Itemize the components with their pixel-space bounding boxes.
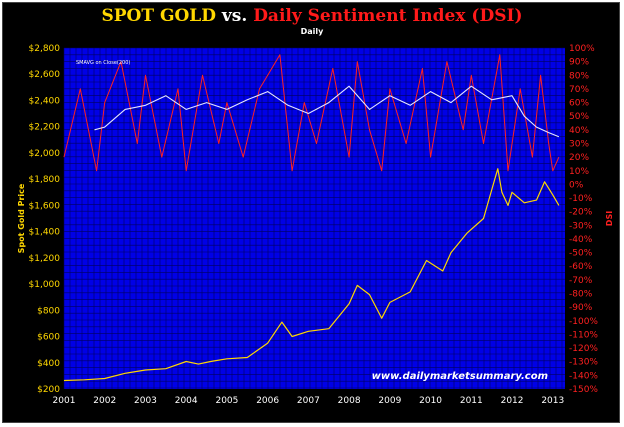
right-axis-ticks: -150% -140% -130% -120% -110% -100% -90% -80% -7… [569, 44, 598, 395]
right-tick-label: -20% [569, 208, 593, 218]
x-tick-label: 2009 [378, 396, 401, 406]
right-tick-label: -100% [569, 317, 598, 327]
left-tick-label: $2,600 [29, 70, 61, 80]
right-tick-label: -10% [569, 194, 593, 204]
left-tick-label: $1,400 [29, 228, 61, 238]
right-tick-label: -60% [569, 262, 593, 272]
x-tick-label: 2005 [215, 396, 238, 406]
chart-title: SPOT GOLD vs. Daily Sentiment Index (DSI… [0, 6, 624, 26]
right-tick-label: -50% [569, 249, 593, 259]
x-axis-ticks: 2001 2002 2003 2004 2005 2006 2007 2008 2009 2010… [53, 396, 565, 406]
x-tick-label: 2004 [175, 396, 198, 406]
sma-legend-label: SMAVG on Close(200) [76, 60, 130, 66]
right-tick-label: 60% [569, 99, 589, 109]
title-vs: vs. [221, 6, 254, 26]
x-tick-label: 2012 [501, 396, 524, 406]
left-tick-label: $400 [37, 359, 60, 369]
right-tick-label: 40% [569, 126, 589, 136]
left-tick-label: $1,600 [29, 201, 61, 211]
right-tick-label: -150% [569, 385, 598, 395]
title-dsi: Daily Sentiment Index (DSI) [253, 6, 523, 26]
right-tick-label: -140% [569, 371, 598, 381]
right-tick-label: -40% [569, 235, 593, 245]
right-tick-label: 90% [569, 58, 589, 68]
grid-lines [63, 47, 565, 389]
x-tick-label: 2001 [53, 396, 76, 406]
series-line-dsi [63, 54, 560, 172]
left-tick-label: $800 [37, 306, 60, 316]
right-tick-label: -70% [569, 276, 593, 286]
left-tick-label: $1,000 [29, 280, 61, 290]
chart-subtitle: Daily [300, 27, 324, 36]
left-tick-label: $600 [37, 333, 60, 343]
left-tick-label: $200 [37, 385, 60, 395]
right-tick-label: -80% [569, 290, 593, 300]
right-tick-label: -120% [569, 344, 598, 354]
right-tick-label: 70% [569, 85, 589, 95]
right-tick-label: -90% [569, 303, 593, 313]
x-tick-label: 2003 [134, 396, 157, 406]
series-line-spot-gold [63, 168, 560, 382]
x-tick-label: 2006 [256, 396, 279, 406]
right-tick-label: 50% [569, 112, 589, 122]
left-tick-label: $2,400 [29, 96, 61, 106]
right-tick-label: 100% [569, 44, 595, 54]
series-layer [63, 54, 560, 382]
right-tick-label: 20% [569, 153, 589, 163]
watermark: www.dailymarketsummary.com [372, 371, 548, 382]
x-tick-label: 2002 [93, 396, 116, 406]
x-tick-label: 2013 [541, 396, 564, 406]
right-tick-label: -130% [569, 358, 598, 368]
x-tick-label: 2010 [419, 396, 442, 406]
left-tick-label: $2,800 [29, 44, 61, 54]
left-axis-ticks: $200 $400 $600 $800 $1,000 $1,200 $1,400 $1,600… [29, 44, 61, 395]
right-tick-label: -30% [569, 221, 593, 231]
right-tick-label: 30% [569, 139, 589, 149]
title-spot-gold: SPOT GOLD [101, 6, 222, 26]
left-tick-label: $2,200 [29, 123, 61, 133]
series-line-smavg-on-close-200- [94, 85, 560, 138]
left-tick-label: $1,200 [29, 254, 61, 264]
left-axis-label: Spot Gold Price [17, 183, 26, 253]
left-tick-label: $2,000 [29, 149, 61, 159]
left-tick-label: $1,800 [29, 175, 61, 185]
right-tick-label: 0% [569, 180, 584, 190]
right-tick-label: 10% [569, 167, 589, 177]
right-tick-label: 80% [569, 71, 589, 81]
x-tick-label: 2011 [460, 396, 483, 406]
x-tick-label: 2007 [297, 396, 320, 406]
right-tick-label: -110% [569, 330, 598, 340]
right-axis-label: DSI [605, 211, 614, 226]
x-tick-label: 2008 [338, 396, 361, 406]
